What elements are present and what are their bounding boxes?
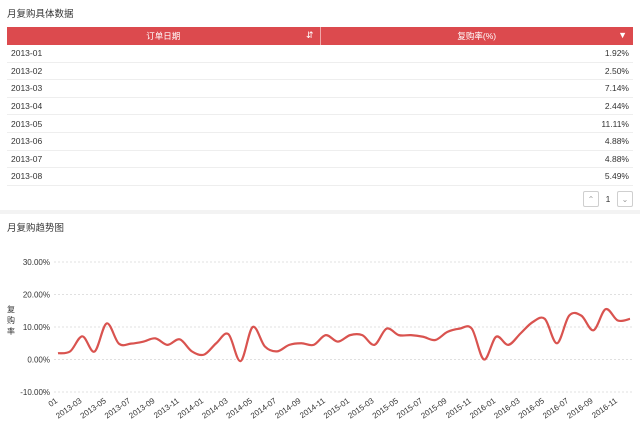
cell-rate: 4.88% (320, 132, 633, 151)
next-page-button[interactable]: ⌄ (617, 191, 633, 207)
x-tick-label: 2013-09 (127, 396, 157, 421)
column-header-order-date[interactable]: 订单日期 ⇵ (7, 27, 321, 45)
x-tick-label: 2013-11 (152, 396, 181, 420)
table-row: 2013-07 4.88% (7, 150, 633, 169)
chart-panel-title: 月复购趋势图 (7, 223, 65, 234)
column-header-label: 复购率(%) (457, 31, 497, 41)
cell-date: 2013-01 (7, 45, 320, 63)
x-tick-label: 2014-09 (273, 396, 303, 421)
cell-date: 2013-03 (7, 79, 320, 98)
table-row: 2013-02 2.50% (7, 62, 633, 81)
previous-page-button[interactable]: ⌃ (583, 191, 599, 207)
cell-date: 2013-08 (7, 167, 320, 186)
chart-panel: 月复购趋势图 -10.00% 0.00% 10.00% 20.00% 30.00% 01… (0, 214, 640, 427)
x-tick-label: 2013-03 (54, 396, 84, 421)
x-tick-label: 2015-03 (346, 396, 376, 421)
x-tick-label: 2015-05 (371, 396, 401, 421)
table-row: 2013-03 7.14% (7, 79, 633, 98)
table-row: 2013-05 11.11% (7, 114, 633, 133)
cell-rate: 7.14% (320, 79, 633, 98)
x-tick-label: 2015-11 (444, 396, 473, 420)
cell-rate: 5.49% (320, 167, 633, 186)
x-tick-label: 2016-03 (492, 396, 522, 421)
x-tick-label: 2015-01 (322, 396, 352, 421)
cell-date: 2013-04 (7, 97, 320, 116)
table-header-row: 订单日期 ⇵ 复购率(%) ▼ (7, 27, 633, 45)
y-axis-ticks: -10.00% 0.00% 10.00% 20.00% 30.00% (20, 258, 50, 397)
table-row: 2013-08 5.49% (7, 167, 633, 186)
x-tick-label: 01 (47, 396, 60, 409)
x-tick-label: 2016-01 (468, 396, 498, 421)
y-tick-label: 20.00% (23, 291, 50, 300)
cell-rate: 1.92% (320, 45, 633, 63)
sort-icon[interactable]: ⇵ (305, 30, 314, 40)
y-axis-label-char: 率 (7, 326, 15, 336)
x-tick-label: 2014-07 (249, 396, 279, 421)
cell-date: 2013-05 (7, 114, 320, 133)
cell-date: 2013-07 (7, 150, 320, 169)
x-tick-label: 2014-11 (298, 396, 327, 420)
filter-dropdown-icon[interactable]: ▼ (618, 30, 627, 40)
cell-date: 2013-06 (7, 132, 320, 151)
y-tick-label: 0.00% (27, 356, 50, 365)
column-header-label: 订单日期 (146, 31, 181, 41)
cell-rate: 2.44% (320, 97, 633, 116)
x-tick-label: 2013-05 (79, 396, 109, 421)
line-chart: -10.00% 0.00% 10.00% 20.00% 30.00% 012013-03… (7, 258, 632, 421)
x-tick-label: 2016-05 (517, 396, 547, 421)
cell-rate: 11.11% (320, 114, 633, 133)
pagination: ⌃ 1 ⌄ (583, 191, 633, 207)
chevron-down-icon: ⌄ (621, 194, 629, 204)
x-tick-label: 2015-07 (395, 396, 425, 421)
x-tick-label: 2014-05 (225, 396, 255, 421)
x-tick-label: 2016-11 (590, 396, 619, 420)
x-tick-label: 2014-03 (200, 396, 230, 421)
x-tick-label: 2013-07 (103, 396, 133, 421)
y-axis-label-char: 复 (7, 304, 15, 314)
cell-rate: 4.88% (320, 150, 633, 169)
x-tick-label: 2014-01 (176, 396, 206, 421)
table-row: 2013-01 1.92% (7, 45, 633, 63)
y-axis-label: 复购率 (7, 304, 15, 336)
table-panel: 月复购具体数据 订单日期 ⇵ 复购率(%) ▼ 2013-01 1.92% 201… (0, 0, 640, 210)
table-row: 2013-04 2.44% (7, 97, 633, 116)
y-tick-label: 10.00% (23, 323, 50, 332)
column-header-repurchase-rate[interactable]: 复购率(%) ▼ (320, 27, 633, 45)
y-tick-label: 30.00% (23, 258, 50, 267)
cell-date: 2013-02 (7, 62, 320, 81)
table-row: 2013-06 4.88% (7, 132, 633, 151)
data-table: 订单日期 ⇵ 复购率(%) ▼ 2013-01 1.92% 2013-02 2.50… (7, 27, 633, 186)
cell-rate: 2.50% (320, 62, 633, 81)
y-axis-label-char: 购 (7, 315, 15, 325)
series-line-layer (57, 307, 631, 363)
x-tick-label: 2015-09 (419, 396, 449, 421)
x-axis-ticks: 012013-032013-052013-072013-092013-11201… (47, 396, 620, 421)
series-line (57, 307, 631, 363)
x-tick-label: 2016-09 (565, 396, 595, 421)
y-tick-label: -10.00% (20, 388, 50, 397)
table-panel-title: 月复购具体数据 (7, 9, 74, 20)
page-number: 1 (605, 194, 611, 204)
x-tick-label: 2016-07 (541, 396, 571, 421)
chevron-up-icon: ⌃ (587, 194, 595, 204)
grid-lines (54, 261, 632, 393)
